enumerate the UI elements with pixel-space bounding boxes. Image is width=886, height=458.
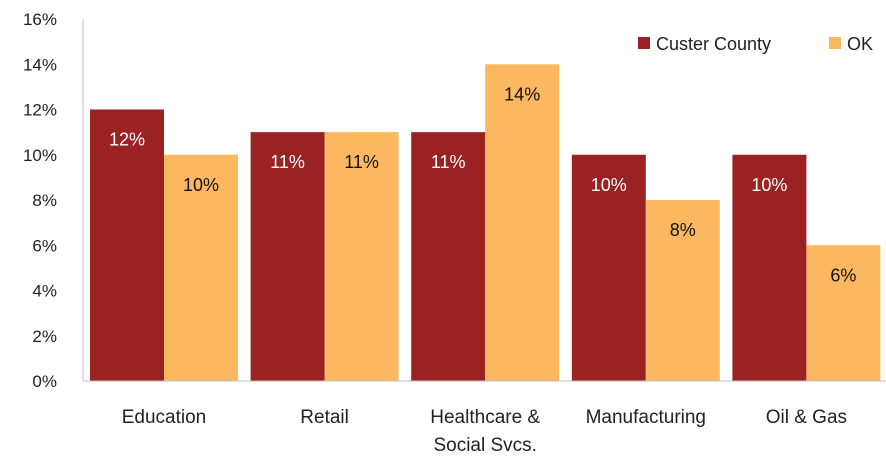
bar-custer-county (250, 132, 325, 381)
x-tick-label: Manufacturing (586, 407, 706, 428)
y-tick-label: 10% (23, 146, 57, 165)
x-tick-label: Social Svcs. (433, 435, 536, 456)
legend-swatch (638, 37, 650, 49)
bars (90, 64, 881, 381)
data-label: 11% (431, 152, 466, 172)
data-label: 11% (270, 152, 305, 172)
bar-custer-county (90, 109, 164, 381)
x-tick-label: Healthcare & (430, 407, 540, 428)
bar-ok (485, 64, 560, 381)
x-tick-label: Education (122, 407, 207, 428)
x-axis: Education Retail Healthcare & Social Svcs. M… (83, 380, 886, 456)
data-label: 11% (344, 152, 379, 172)
data-label: 10% (751, 175, 787, 195)
data-label: 8% (670, 220, 696, 240)
y-axis: 0% 2% 4% 6% 8% 10% 12% 14% 16% (23, 10, 84, 391)
legend: Custer County OK (638, 34, 873, 54)
x-tick-label: Retail (300, 407, 349, 428)
y-tick-label: 16% (23, 10, 57, 29)
data-label: 6% (830, 265, 856, 285)
data-label: 14% (504, 84, 540, 104)
bar-ok (645, 200, 720, 381)
data-labels: 12% 10% 11% 11% 11% 14% 10% 8% 10% 6% (109, 84, 856, 285)
data-label: 10% (591, 175, 627, 195)
y-tick-label: 6% (32, 236, 57, 255)
bar-ok (164, 154, 238, 381)
legend-label: OK (847, 34, 873, 54)
y-tick-label: 12% (23, 101, 57, 120)
data-label: 12% (109, 130, 145, 150)
bar-ok (806, 245, 881, 381)
y-tick-label: 8% (32, 191, 57, 210)
bar-ok (324, 132, 399, 381)
legend-swatch (829, 37, 841, 49)
legend-label: Custer County (656, 34, 771, 54)
y-tick-label: 2% (32, 327, 57, 346)
x-tick-label: Oil & Gas (766, 407, 847, 428)
bar-custer-county (732, 154, 807, 381)
y-tick-label: 0% (32, 372, 57, 391)
data-label: 10% (183, 175, 219, 195)
y-tick-label: 4% (32, 282, 57, 301)
bar-custer-county (571, 154, 646, 381)
bar-custer-county (411, 132, 486, 381)
y-tick-label: 14% (23, 55, 57, 74)
